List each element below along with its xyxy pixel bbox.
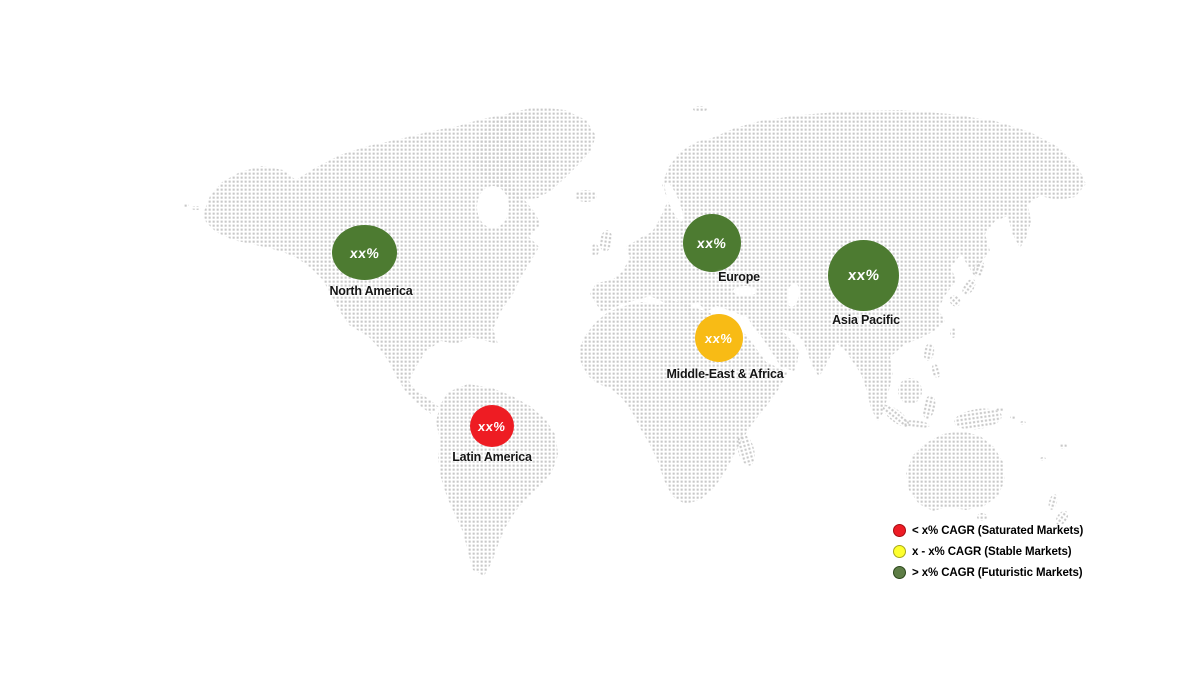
taiwan	[950, 328, 956, 338]
region-value-north-america: xx%	[348, 244, 381, 261]
region-bubble-europe: xx%	[683, 214, 741, 272]
region-label-north-america: North America	[329, 284, 413, 298]
pacific-island	[1020, 421, 1026, 425]
region-bubble-latin-america: xx%	[470, 405, 514, 447]
legend-row-saturated: < x% CAGR (Saturated Markets)	[893, 520, 1083, 541]
iceland	[575, 190, 597, 202]
svalbard	[693, 106, 707, 112]
region-bubble-middle-east-africa: xx%	[695, 314, 743, 362]
new-guinea	[954, 408, 1002, 430]
aleutian-islands	[191, 206, 201, 210]
sumatra	[882, 405, 910, 427]
legend-row-futuristic: > x% CAGR (Futuristic Markets)	[893, 562, 1083, 583]
greenland	[472, 107, 596, 200]
pacific-island	[1040, 457, 1046, 461]
tasmania	[977, 513, 987, 521]
continent-south-america	[436, 384, 558, 576]
legend-label-futuristic: > x% CAGR (Futuristic Markets)	[912, 566, 1083, 579]
region-bubble-north-america: xx%	[332, 225, 397, 280]
sulawesi	[922, 395, 936, 419]
japan	[973, 261, 985, 277]
pacific-island	[996, 408, 1004, 412]
continent-australia	[906, 431, 1005, 511]
legend-marker-futuristic-icon	[893, 566, 906, 579]
region-label-latin-america: Latin America	[452, 450, 532, 464]
legend-row-stable: x - x% CAGR (Stable Markets)	[893, 541, 1083, 562]
caspian-sea	[786, 283, 800, 307]
new-zealand	[1055, 510, 1069, 526]
region-label-asia-pacific: Asia Pacific	[832, 313, 900, 327]
aleutian-islands	[183, 203, 189, 207]
philippines	[931, 364, 941, 378]
black-sea	[733, 286, 757, 296]
pacific-island	[1059, 443, 1067, 449]
legend-label-saturated: < x% CAGR (Saturated Markets)	[912, 524, 1084, 537]
red-sea	[750, 335, 774, 365]
legend-label-stable: x - x% CAGR (Stable Markets)	[912, 545, 1072, 558]
region-bubble-asia-pacific: xx%	[828, 240, 899, 311]
region-value-europe: xx%	[696, 235, 728, 251]
new-zealand	[1048, 494, 1058, 510]
legend-marker-saturated-icon	[893, 524, 906, 537]
region-value-middle-east-africa: xx%	[704, 330, 734, 346]
java	[902, 420, 930, 428]
great-britain	[599, 230, 613, 252]
pacific-island	[1010, 415, 1016, 419]
japan	[962, 279, 976, 295]
legend-marker-stable-icon	[893, 545, 906, 558]
ireland	[591, 244, 599, 256]
cagr-legend: < x% CAGR (Saturated Markets) x - x% CAG…	[893, 520, 1083, 583]
region-value-asia-pacific: xx%	[846, 267, 881, 284]
philippines	[923, 343, 935, 361]
region-label-middle-east-africa: Middle-East & Africa	[666, 367, 784, 381]
japan	[949, 295, 961, 307]
madagascar	[737, 434, 755, 466]
region-value-latin-america: xx%	[477, 418, 507, 434]
baltic-sea	[664, 182, 684, 222]
borneo	[898, 378, 922, 404]
hudson-bay	[477, 186, 509, 228]
region-label-europe: Europe	[718, 270, 760, 284]
